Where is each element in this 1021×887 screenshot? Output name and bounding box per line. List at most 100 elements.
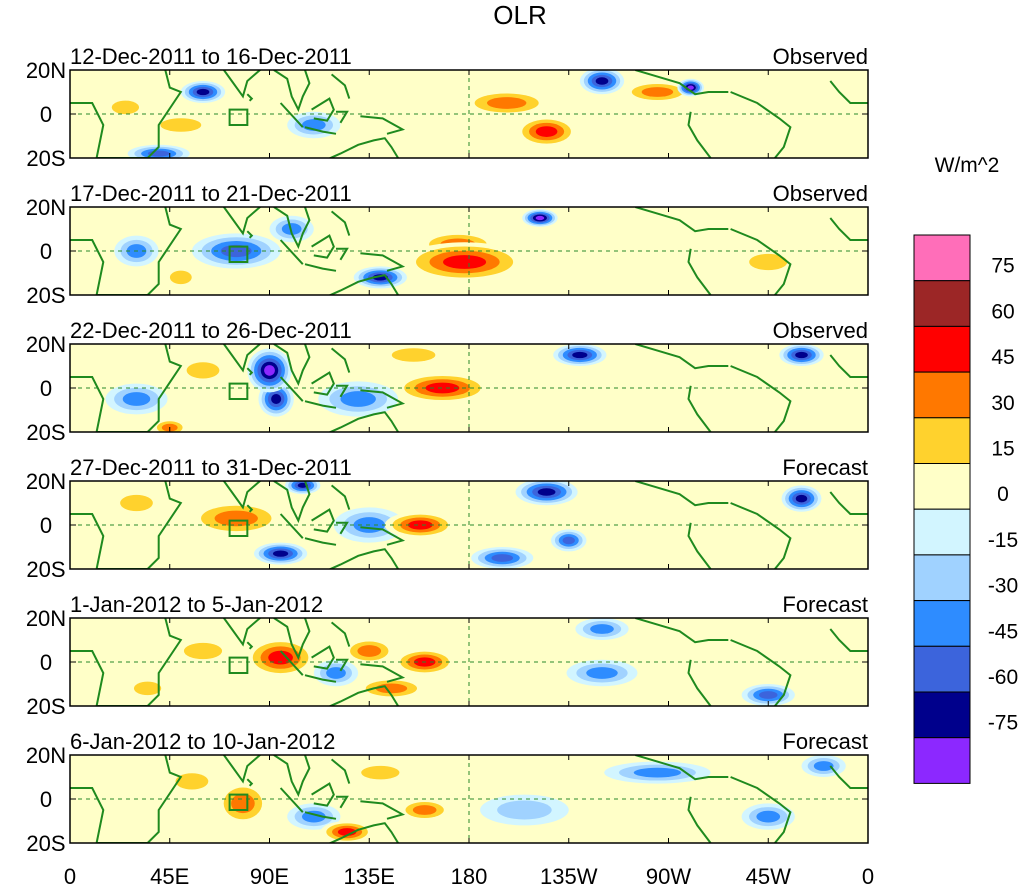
anomaly-contour	[586, 667, 618, 679]
coastline	[360, 115, 406, 135]
coastline	[327, 685, 399, 706]
anomaly-contour	[272, 550, 289, 557]
coastline	[311, 645, 335, 670]
coastline	[635, 618, 729, 644]
chart-title: OLR	[493, 0, 546, 30]
anomaly-contour	[595, 77, 609, 85]
anomaly-contour	[535, 215, 545, 221]
coastline	[635, 481, 729, 507]
coastline	[246, 93, 254, 102]
colorbar-level-label: -75	[988, 712, 1018, 735]
colorbar-swatch	[913, 325, 971, 373]
coastline	[330, 621, 351, 647]
panel-date-range: 17-Dec-2011 to 21-Dec-2011	[70, 181, 352, 206]
coastline	[273, 344, 311, 387]
y-tick-label: 20N	[26, 195, 66, 220]
coastline	[327, 274, 399, 295]
coastline	[279, 102, 304, 128]
region-box	[228, 793, 249, 811]
coastline	[730, 365, 792, 432]
coastline	[730, 91, 792, 158]
anomaly-contour	[111, 100, 140, 115]
coastline	[635, 755, 729, 781]
map-panel: 20N 0 20S 27-Dec-2011 to 31-Dec-2011 Forecas…	[26, 455, 869, 582]
coastline	[336, 658, 349, 672]
colorbar-level-label: -45	[988, 620, 1018, 643]
anomaly-contour	[120, 494, 153, 512]
coastline	[829, 765, 868, 789]
coastline	[273, 618, 311, 661]
anomaly-contour	[160, 118, 202, 132]
map-panel: 20N 0 20S 22-Dec-2011 to 26-Dec-2011 Observe…	[26, 318, 869, 445]
colorbar-swatch	[913, 463, 971, 510]
coastline	[336, 795, 349, 809]
y-tick-label: 0	[40, 239, 52, 264]
anomaly-contour	[537, 488, 556, 496]
panel-status: Forecast	[782, 729, 868, 754]
coastline	[829, 491, 868, 515]
coastline	[330, 347, 351, 373]
coastline	[246, 778, 254, 787]
anomaly-contour	[361, 765, 400, 780]
anomaly-contour	[687, 85, 694, 90]
x-tick-label: 90E	[250, 864, 289, 887]
coastline	[635, 344, 729, 370]
colorbar-swatch	[913, 280, 971, 327]
colorbar-swatch	[913, 600, 971, 647]
coastline	[222, 755, 262, 784]
coastline	[360, 800, 406, 820]
colorbar-swatch	[913, 234, 971, 282]
y-tick-label: 20S	[26, 146, 65, 171]
coastline	[273, 70, 311, 113]
coastline	[246, 641, 254, 650]
y-tick-label: 20S	[26, 420, 65, 445]
coastline	[336, 521, 349, 535]
coastline	[687, 522, 712, 569]
region-box	[228, 382, 249, 401]
coastline	[330, 210, 351, 236]
panel-date-range: 6-Jan-2012 to 10-Jan-2012	[70, 729, 335, 754]
anomaly-contour	[425, 382, 460, 394]
colorbar-swatch	[913, 737, 971, 784]
coastline	[279, 239, 304, 265]
coastline	[311, 371, 335, 396]
anomaly-contour	[357, 645, 382, 657]
coastline	[311, 508, 335, 533]
coastline	[279, 787, 304, 813]
anomaly-contour	[412, 805, 437, 815]
panel-status: Forecast	[782, 455, 868, 480]
panel-date-range: 22-Dec-2011 to 26-Dec-2011	[70, 318, 352, 343]
colorbar-swatch	[913, 645, 971, 693]
colorbar-level-label: 30	[991, 392, 1014, 415]
anomaly-field	[103, 70, 704, 158]
y-tick-label: 0	[40, 787, 52, 812]
colorbar-units-label: W/m^2	[935, 154, 1000, 177]
coastline	[730, 776, 792, 843]
map-panel: 20N 0 20S 1-Jan-2012 to 5-Jan-2012 Forecast	[26, 592, 869, 719]
y-tick-label: 20N	[26, 469, 66, 494]
anomaly-contour	[813, 761, 834, 771]
coastline	[730, 228, 792, 295]
anomaly-contour	[214, 510, 258, 527]
coastline	[273, 481, 311, 524]
coastline	[360, 663, 406, 683]
anomaly-contour	[407, 520, 433, 530]
anomaly-field	[114, 209, 800, 289]
anomaly-contour	[572, 351, 588, 359]
x-tick-label: 135E	[344, 864, 395, 887]
coastline	[222, 207, 262, 236]
coastline	[330, 73, 351, 99]
anomaly-contour	[391, 348, 436, 362]
coastline	[273, 755, 311, 798]
colorbar-level-label: -30	[988, 575, 1018, 598]
coastline	[330, 484, 351, 510]
anomaly-contour	[281, 223, 302, 235]
colorbar-swatch	[913, 508, 971, 556]
anomaly-contour	[795, 494, 808, 503]
anomaly-contour	[442, 255, 487, 269]
coastline	[222, 70, 262, 99]
panel-date-range: 12-Dec-2011 to 16-Dec-2011	[70, 44, 352, 69]
anomaly-contour	[535, 126, 558, 137]
anomaly-contour	[183, 642, 223, 660]
colorbar-swatch	[913, 691, 971, 739]
